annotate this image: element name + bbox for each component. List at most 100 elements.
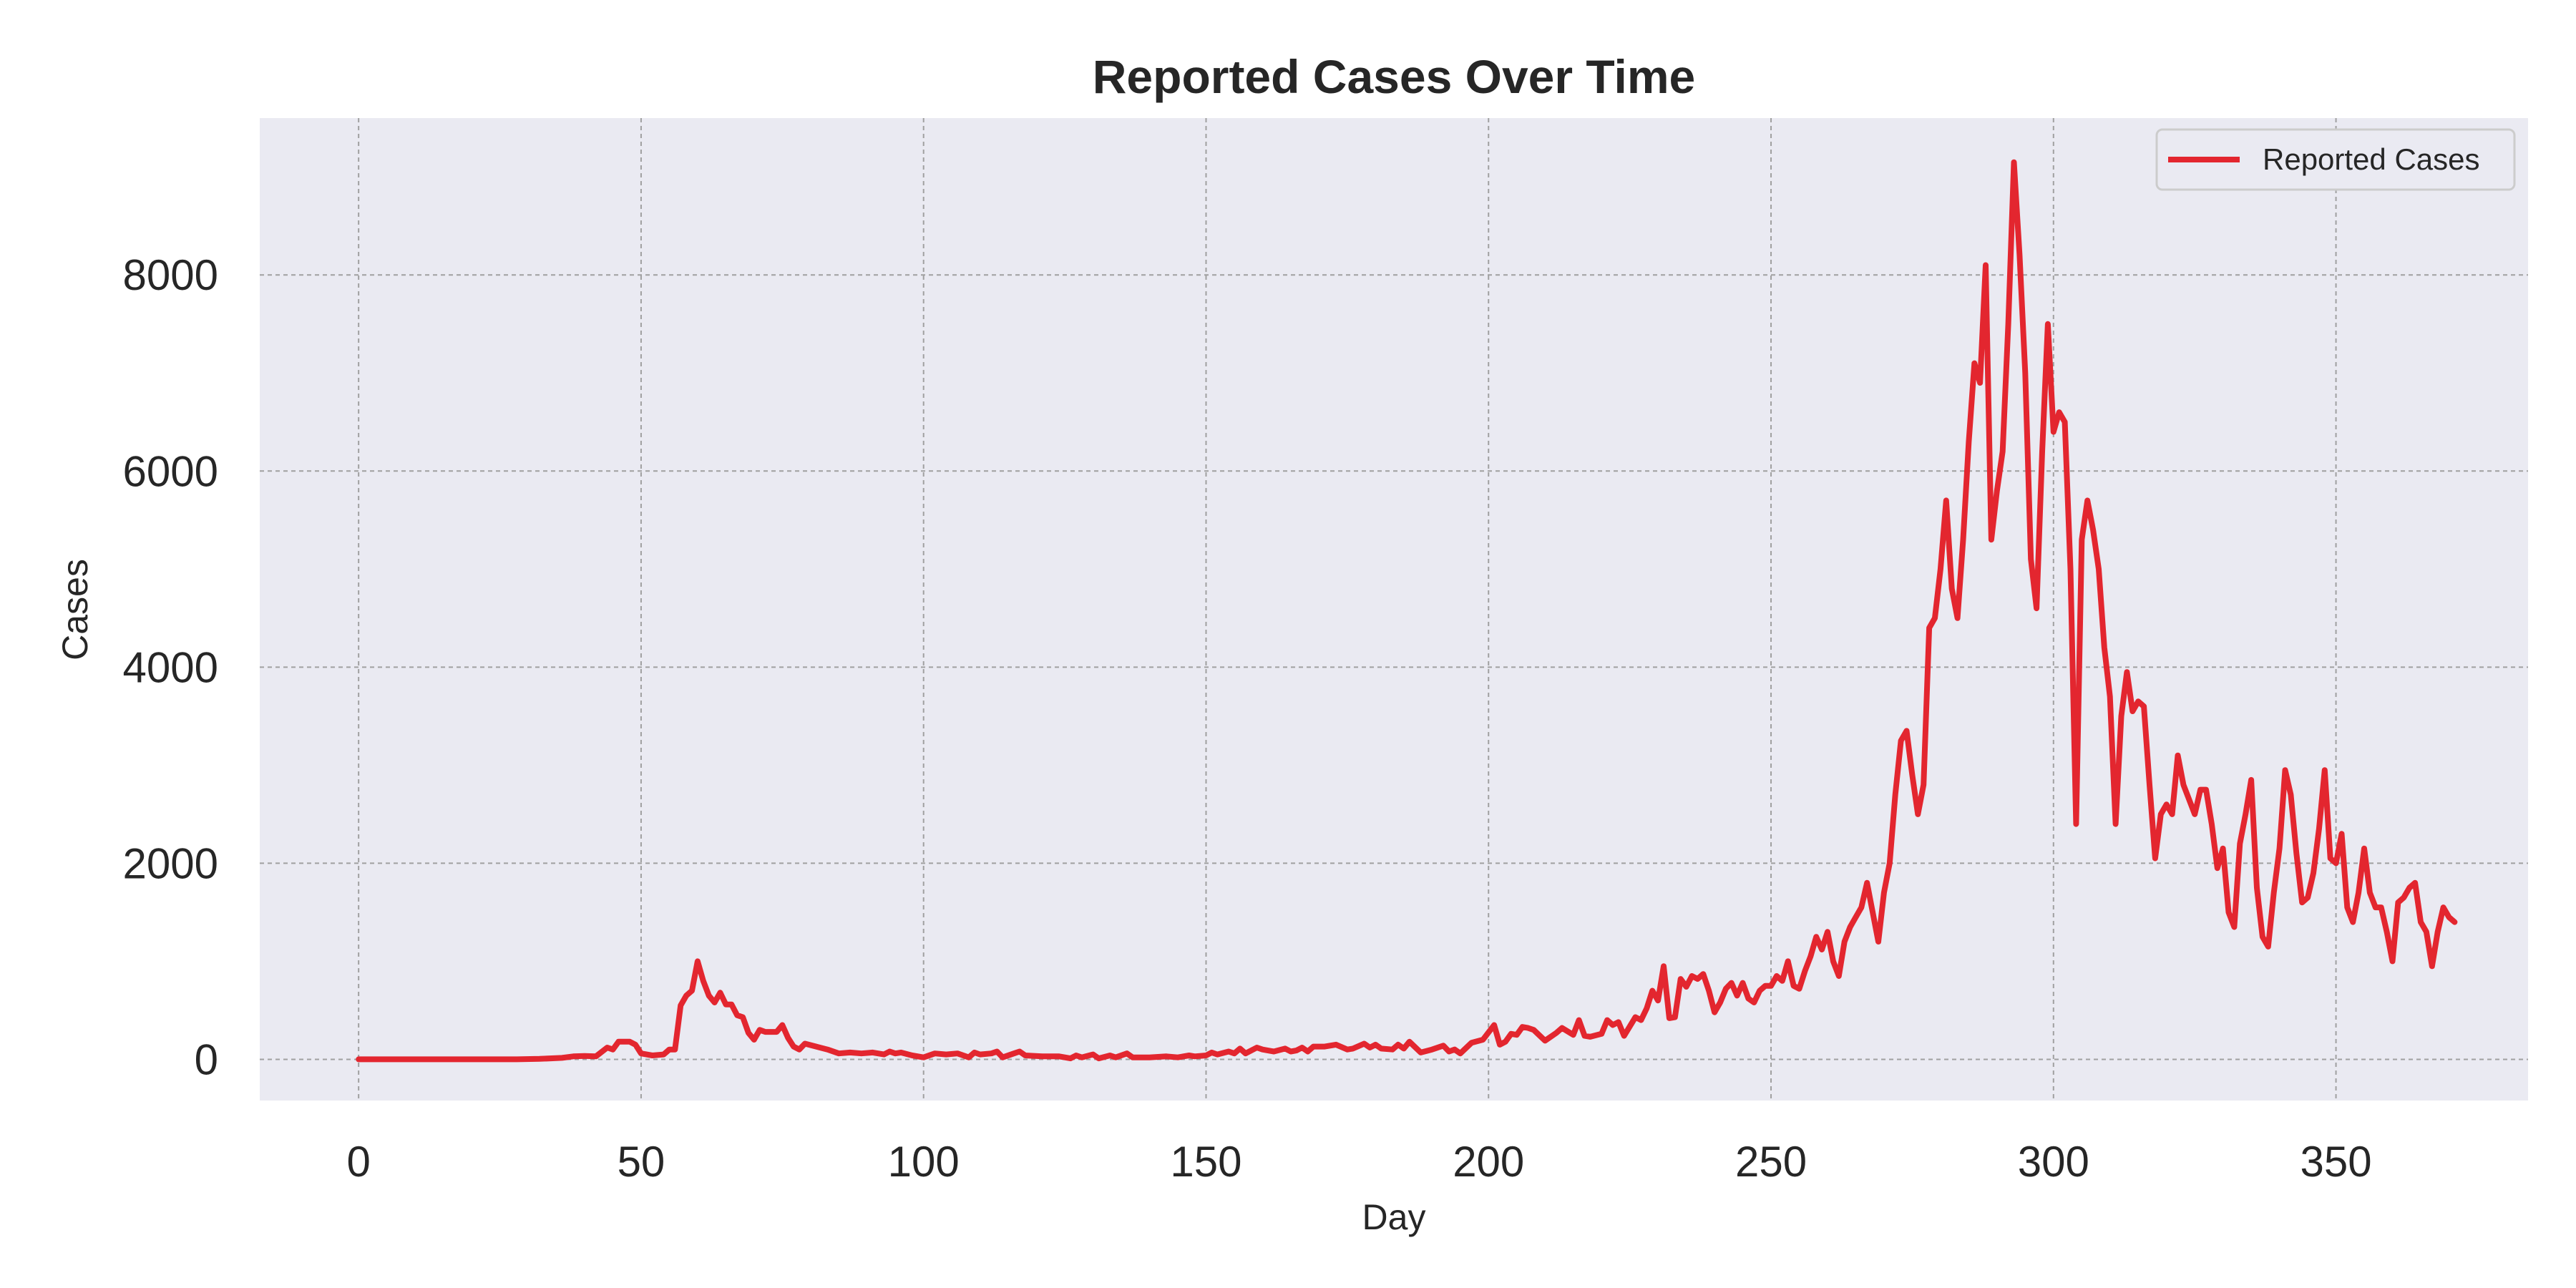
data-point [894, 1053, 896, 1054]
data-point [2290, 794, 2291, 795]
data-point [1674, 1017, 1676, 1018]
data-point [2397, 902, 2399, 903]
data-point [1544, 1040, 1546, 1041]
data-point [1860, 907, 1862, 908]
y-tick-label: 4000 [123, 643, 218, 691]
data-point [2414, 882, 2416, 884]
data-point [1380, 1048, 1382, 1049]
data-point [1838, 975, 1840, 977]
data-point [1968, 441, 1969, 442]
y-tick-label: 6000 [123, 447, 218, 495]
data-point [968, 1057, 970, 1058]
data-point [2217, 867, 2218, 869]
data-point [2024, 372, 2026, 374]
legend: Reported Cases [2155, 128, 2516, 191]
data-point [1810, 956, 1811, 957]
data-point [1974, 363, 1975, 364]
data-point [923, 1057, 924, 1058]
data-point [2166, 804, 2167, 805]
data-point [1042, 1055, 1043, 1057]
x-tick-label: 300 [2018, 1138, 2089, 1186]
data-point [2087, 499, 2088, 501]
data-point [2431, 965, 2433, 967]
data-point [1697, 978, 1698, 980]
series-line-reported-cases [356, 159, 2458, 1063]
data-point [1002, 1057, 1003, 1058]
data-point [991, 1053, 992, 1054]
data-point [2296, 853, 2297, 854]
data-point [1522, 1026, 1523, 1028]
data-point [691, 990, 693, 991]
data-point [1866, 882, 1868, 884]
data-point [686, 995, 687, 996]
data-point [1166, 1055, 1167, 1057]
data-point [2047, 323, 2049, 325]
x-gridlines [358, 118, 2337, 1101]
data-point [1635, 1017, 1636, 1018]
y-tick-labels: 0 2000 4000 6000 8000 [123, 251, 218, 1083]
data-point [974, 1052, 975, 1053]
data-point [945, 1054, 947, 1055]
data-point [1313, 1046, 1314, 1048]
data-point [2177, 755, 2178, 756]
data-point [572, 1055, 574, 1057]
data-point [957, 1053, 958, 1054]
data-point [635, 1044, 636, 1045]
data-point [1589, 1036, 1591, 1038]
data-point [1499, 1044, 1501, 1045]
data-point [1075, 1055, 1077, 1056]
data-point [1657, 1000, 1659, 1001]
data-point [2313, 872, 2314, 874]
data-point [872, 1052, 874, 1053]
data-point [2109, 696, 2111, 697]
data-point [2250, 779, 2252, 781]
y-gridlines [260, 274, 2528, 1060]
y-tick-label: 2000 [123, 839, 218, 887]
data-point [849, 1052, 851, 1053]
data-point [1081, 1057, 1083, 1058]
data-point [1397, 1044, 1399, 1045]
data-point [1454, 1049, 1455, 1050]
x-axis-label: Day [1362, 1197, 1426, 1237]
data-point [1375, 1044, 1376, 1045]
data-point [2041, 451, 2043, 452]
data-point [618, 1041, 619, 1043]
data-point [720, 992, 721, 993]
y-tick-label: 0 [195, 1035, 218, 1083]
x-tick-label: 50 [618, 1138, 665, 1186]
plot-area [260, 118, 2528, 1101]
chart-title: Reported Cases Over Time [1093, 50, 1695, 103]
data-point [2036, 608, 2037, 609]
data-point [1787, 960, 1789, 962]
data-point [2053, 431, 2054, 432]
data-point [1392, 1049, 1393, 1050]
data-point [1070, 1058, 1071, 1059]
data-point [1126, 1053, 1128, 1054]
data-point [1505, 1041, 1506, 1043]
x-tick-label: 350 [2301, 1138, 2372, 1186]
data-point [2409, 887, 2410, 889]
data-point [731, 1004, 732, 1005]
data-point [1714, 1012, 1715, 1013]
data-point [1019, 1051, 1020, 1052]
data-point [668, 1049, 670, 1050]
series-points [358, 162, 2455, 1060]
data-point [804, 1043, 806, 1044]
data-point [1702, 973, 1704, 975]
x-tick-label: 250 [1735, 1138, 1807, 1186]
data-point [1098, 1058, 1099, 1059]
data-point [1601, 1033, 1602, 1035]
data-point [1234, 1053, 1235, 1054]
data-point [1013, 1053, 1015, 1054]
data-point [1058, 1055, 1060, 1057]
y-axis-label: Cases [55, 559, 95, 660]
data-point [776, 1031, 777, 1033]
data-point [1680, 978, 1682, 980]
data-point [1753, 1002, 1755, 1003]
data-point [900, 1052, 902, 1053]
data-point [539, 1058, 540, 1060]
data-point [2279, 848, 2280, 849]
data-point [2143, 706, 2145, 707]
data-point [1403, 1048, 1405, 1049]
data-point [2369, 892, 2371, 893]
